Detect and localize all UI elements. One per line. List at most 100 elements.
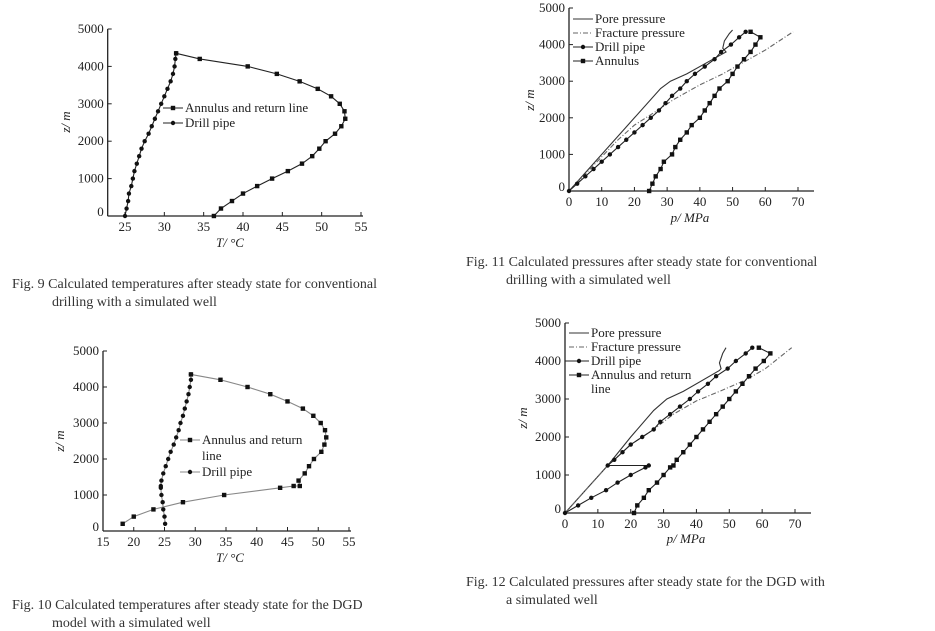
data-point bbox=[705, 381, 711, 386]
data-point bbox=[188, 377, 194, 382]
data-point bbox=[725, 79, 730, 84]
y-axis-label: z/ m bbox=[515, 407, 530, 429]
y-tick-label: 0 bbox=[97, 204, 104, 219]
data-point bbox=[162, 514, 167, 519]
data-point bbox=[319, 449, 324, 454]
series-annulus bbox=[646, 29, 763, 194]
data-point bbox=[735, 64, 740, 69]
legend-marker bbox=[576, 372, 582, 378]
data-point bbox=[274, 71, 280, 77]
x-axis-label: T/ °C bbox=[216, 235, 244, 250]
data-point bbox=[695, 389, 701, 394]
data-point bbox=[322, 442, 327, 447]
legend-label: Annulus and return line bbox=[185, 100, 308, 115]
data-point bbox=[158, 483, 164, 489]
y-tick-label: 1000 bbox=[539, 146, 565, 161]
y-tick-label: 2000 bbox=[73, 451, 99, 466]
data-point bbox=[603, 488, 609, 493]
data-point bbox=[684, 79, 689, 84]
data-point bbox=[311, 413, 316, 418]
data-point bbox=[139, 146, 144, 151]
data-point bbox=[707, 419, 712, 424]
data-point bbox=[311, 456, 317, 462]
data-point bbox=[184, 399, 189, 404]
data-point bbox=[149, 124, 154, 129]
data-point bbox=[646, 488, 651, 493]
caption-fig9: Fig. 9 Calculated temperatures after ste… bbox=[12, 276, 377, 312]
data-point bbox=[640, 434, 645, 440]
data-point bbox=[324, 435, 329, 440]
x-tick-label: 25 bbox=[158, 534, 171, 549]
data-point bbox=[725, 366, 730, 371]
data-point bbox=[172, 64, 177, 69]
data-point bbox=[761, 358, 766, 364]
legend-label: line bbox=[591, 381, 611, 396]
series-line bbox=[568, 29, 733, 192]
x-tick-label: 25 bbox=[119, 219, 132, 234]
x-tick-label: 70 bbox=[789, 516, 802, 531]
y-tick-label: 0 bbox=[93, 519, 100, 534]
legend-label: Fracture pressure bbox=[591, 339, 681, 354]
data-point bbox=[740, 381, 745, 386]
data-point bbox=[591, 166, 596, 172]
data-point bbox=[318, 420, 323, 426]
data-point bbox=[641, 495, 647, 500]
data-point bbox=[768, 351, 773, 356]
data-point bbox=[741, 57, 747, 62]
data-point bbox=[566, 188, 572, 194]
data-point bbox=[159, 478, 164, 483]
y-tick-label: 5000 bbox=[539, 0, 565, 15]
data-point bbox=[155, 109, 161, 114]
data-point bbox=[562, 510, 568, 516]
data-point bbox=[671, 463, 676, 468]
data-point bbox=[583, 174, 588, 179]
data-point bbox=[733, 358, 739, 364]
data-point bbox=[643, 465, 648, 470]
data-point bbox=[646, 463, 651, 468]
y-tick-label: 3000 bbox=[78, 96, 104, 111]
x-tick-label: 40 bbox=[693, 194, 706, 209]
x-tick-label: 55 bbox=[343, 534, 356, 549]
data-point bbox=[221, 492, 227, 498]
data-point bbox=[285, 168, 291, 174]
legend-label: Pore pressure bbox=[591, 325, 662, 340]
x-tick-label: 50 bbox=[312, 534, 325, 549]
x-axis-label: T/ °C bbox=[216, 550, 244, 565]
y-tick-label: 0 bbox=[555, 501, 562, 516]
legend-label: Drill pipe bbox=[595, 39, 645, 54]
y-axis-label: z/ m bbox=[522, 89, 537, 111]
data-point bbox=[268, 392, 273, 397]
data-point bbox=[574, 181, 580, 186]
series-annulus-and-return-line bbox=[173, 51, 348, 219]
data-point bbox=[180, 500, 186, 505]
data-point bbox=[753, 42, 758, 47]
data-point bbox=[718, 49, 724, 55]
data-point bbox=[730, 71, 735, 77]
data-point bbox=[658, 166, 663, 172]
data-point bbox=[285, 399, 290, 404]
data-point bbox=[165, 86, 170, 92]
data-point bbox=[162, 94, 167, 99]
data-point bbox=[170, 71, 176, 77]
data-point bbox=[130, 176, 136, 181]
x-tick-label: 40 bbox=[237, 219, 250, 234]
legend-label: Drill pipe bbox=[185, 115, 235, 130]
data-point bbox=[299, 161, 305, 166]
legend-marker bbox=[576, 358, 582, 364]
data-point bbox=[125, 198, 131, 204]
legend-marker bbox=[170, 105, 176, 111]
caption-line: Fig. 10 Calculated temperatures after st… bbox=[12, 598, 363, 613]
data-point bbox=[343, 116, 348, 121]
data-point bbox=[733, 389, 739, 394]
data-point bbox=[635, 503, 640, 508]
data-point bbox=[702, 108, 707, 113]
series-line bbox=[122, 373, 327, 525]
data-point bbox=[171, 442, 176, 447]
data-point bbox=[663, 100, 668, 106]
legend-marker bbox=[580, 44, 586, 50]
data-point bbox=[728, 42, 734, 47]
data-point bbox=[653, 174, 658, 179]
series-line bbox=[176, 52, 346, 217]
